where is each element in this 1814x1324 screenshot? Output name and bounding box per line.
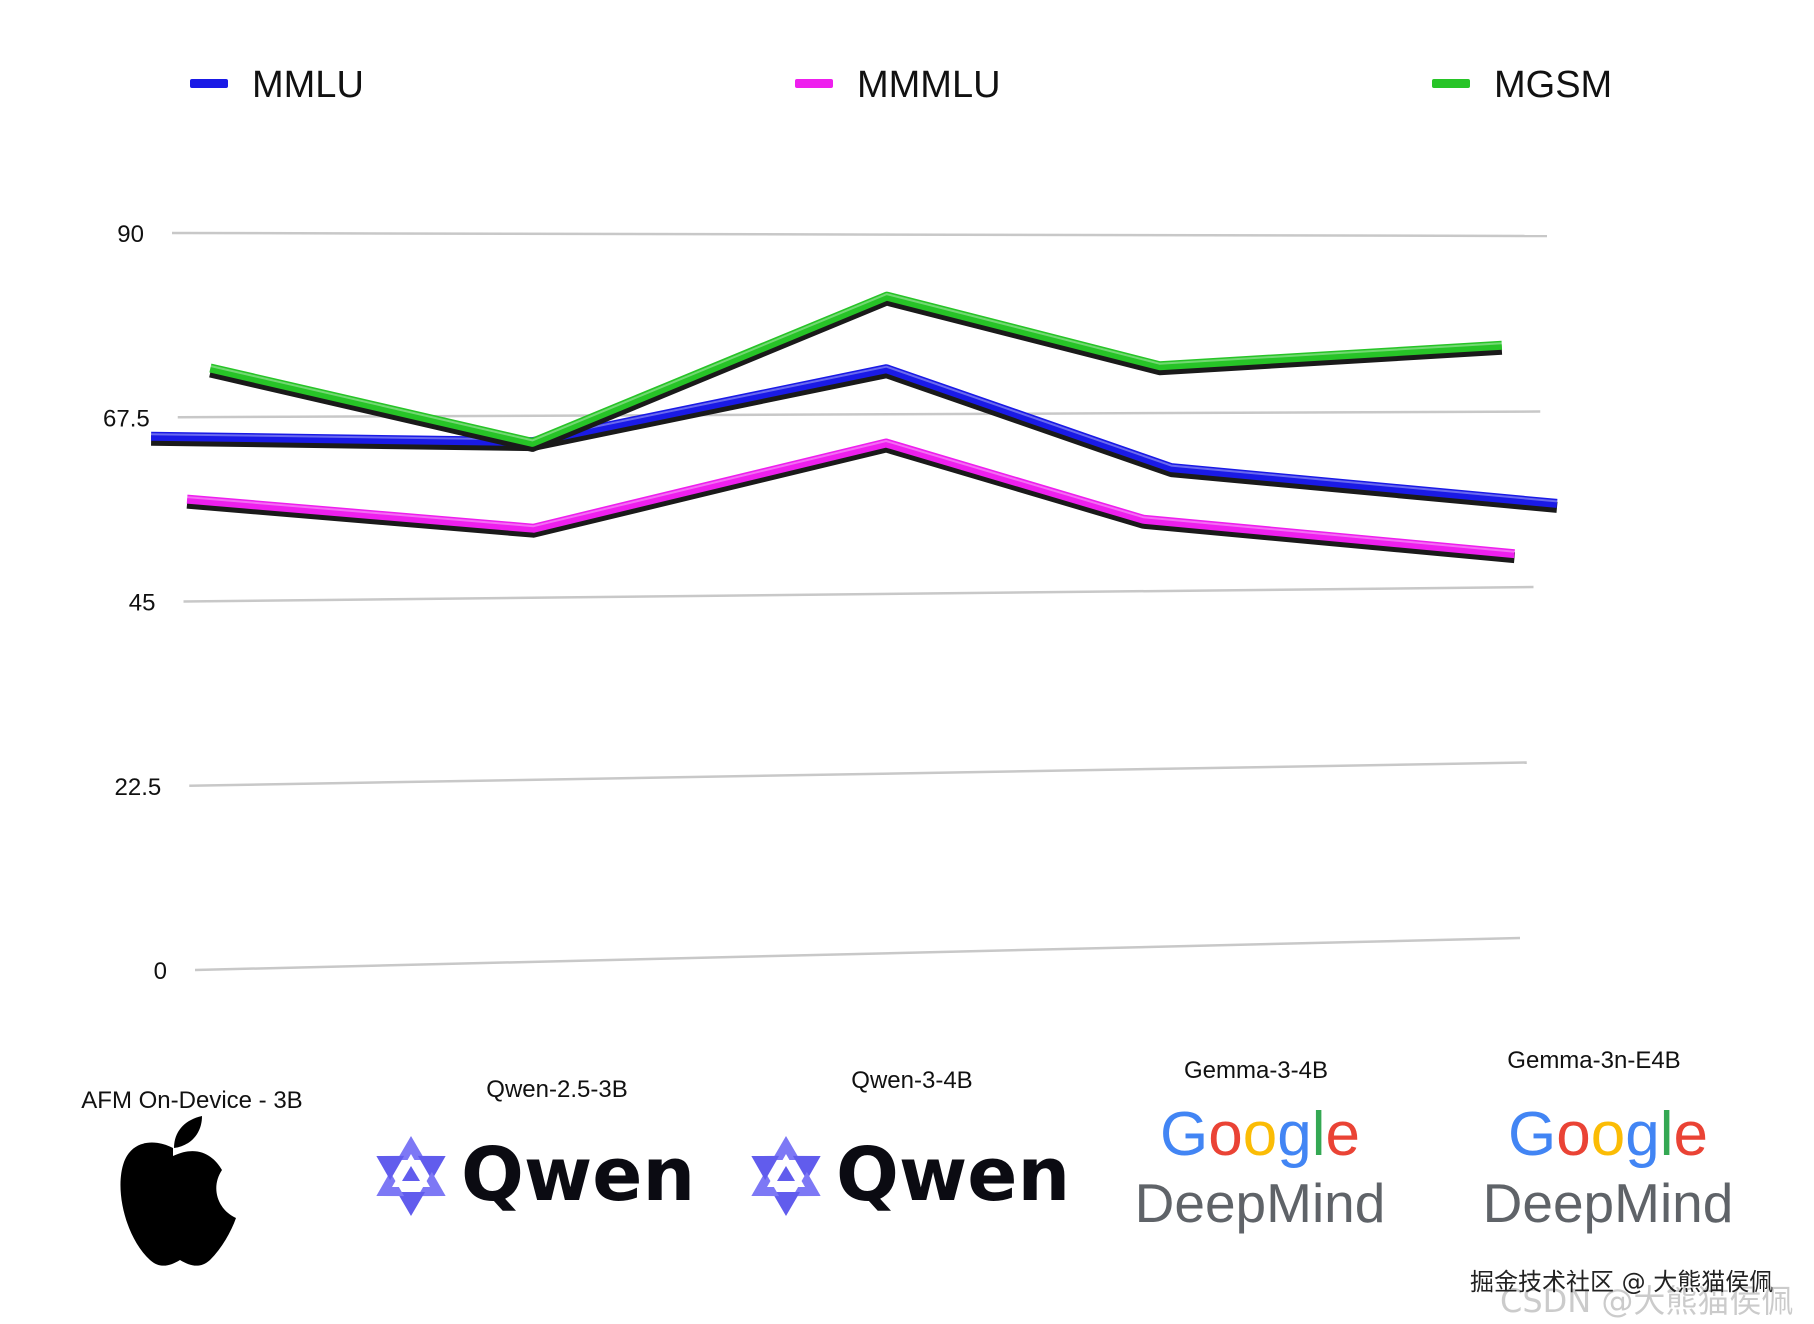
y-tick-label: 45 bbox=[129, 590, 156, 617]
series-highlight-mmlu bbox=[151, 365, 1558, 503]
gridline bbox=[183, 585, 1534, 603]
legend-swatch-mmlu bbox=[190, 79, 228, 88]
legend-swatch-mgsm bbox=[1432, 79, 1470, 88]
legend-label-mmlu: MMLU bbox=[252, 64, 364, 106]
google-letter: G bbox=[1160, 1100, 1208, 1169]
google-letter: g bbox=[1277, 1100, 1311, 1169]
google-letter: o bbox=[1208, 1100, 1242, 1169]
watermark-juejin: 掘金技术社区 @ 大熊猫侯佩 bbox=[1470, 1268, 1774, 1296]
legend-label-mmmlu: MMMLU bbox=[857, 64, 1001, 106]
google-letter: o bbox=[1591, 1100, 1625, 1169]
qwen-wordmark: Qwen bbox=[461, 1132, 695, 1218]
watermark-csdn: CSDN @大熊猫侯佩 bbox=[1500, 1282, 1794, 1320]
qwen-icon bbox=[751, 1136, 821, 1216]
google-letter: G bbox=[1508, 1100, 1556, 1169]
gridlines bbox=[171, 231, 1548, 972]
gridline bbox=[189, 761, 1527, 787]
series-highlight-mgsm bbox=[210, 293, 1502, 442]
x-category-label: Qwen-3-4B bbox=[851, 1067, 972, 1094]
qwen-icon-petal bbox=[417, 1171, 446, 1197]
x-category-label: Qwen-2.5-3B bbox=[486, 1076, 627, 1103]
apple-body bbox=[120, 1142, 236, 1266]
google-letter: e bbox=[1325, 1100, 1359, 1169]
qwen-icon-petal bbox=[397, 1136, 425, 1160]
google-wordmark: Google bbox=[1508, 1100, 1708, 1169]
y-tick-label: 90 bbox=[117, 221, 144, 248]
series-line-mmlu bbox=[151, 364, 1558, 508]
google-letter: l bbox=[1660, 1100, 1674, 1169]
y-tick-label: 0 bbox=[154, 958, 167, 985]
qwen-icon-petal bbox=[772, 1192, 800, 1216]
qwen-icon bbox=[376, 1136, 446, 1216]
google-letter: o bbox=[1243, 1100, 1277, 1169]
y-tick-label: 67.5 bbox=[103, 405, 150, 432]
series-highlight-mmmlu bbox=[187, 440, 1515, 553]
deepmind-wordmark: DeepMind bbox=[1135, 1172, 1386, 1234]
qwen-icon-petal bbox=[417, 1155, 446, 1181]
legend: MMLU MMMLU MGSM bbox=[190, 64, 1612, 106]
qwen-icon-petal bbox=[751, 1155, 780, 1181]
x-category-label: AFM On-Device - 3B bbox=[81, 1087, 302, 1114]
qwen-icon-center bbox=[402, 1166, 420, 1181]
series-shadow-mmmlu bbox=[186, 441, 1516, 564]
google-letter: o bbox=[1556, 1100, 1590, 1169]
legend-label-mgsm: MGSM bbox=[1494, 64, 1612, 106]
apple-leaf bbox=[174, 1116, 202, 1148]
y-axis-ticks: 0 22.5 45 67.5 90 bbox=[103, 221, 167, 985]
apple-icon bbox=[120, 1116, 261, 1266]
gridline bbox=[171, 231, 1548, 238]
qwen-icon-petal bbox=[792, 1171, 821, 1197]
legend-swatch-mmmlu bbox=[795, 79, 833, 88]
x-category-label: Gemma-3n-E4B bbox=[1507, 1047, 1680, 1074]
google-wordmark: Google bbox=[1160, 1100, 1360, 1169]
qwen-icon-petal bbox=[376, 1171, 405, 1197]
qwen-icon-petal bbox=[751, 1171, 780, 1197]
deepmind-wordmark: DeepMind bbox=[1483, 1172, 1734, 1234]
qwen-icon-petal bbox=[792, 1155, 821, 1181]
x-category-label: Gemma-3-4B bbox=[1184, 1057, 1328, 1084]
apple-bite bbox=[223, 1158, 261, 1214]
qwen-wordmark: Qwen bbox=[836, 1132, 1070, 1218]
google-letter: e bbox=[1673, 1100, 1707, 1169]
series-lines bbox=[151, 291, 1558, 564]
qwen-icon-petal bbox=[376, 1155, 405, 1181]
qwen-icon-petal bbox=[772, 1136, 800, 1160]
qwen-icon-petal bbox=[397, 1192, 425, 1216]
gridline bbox=[194, 936, 1521, 972]
qwen-icon-center bbox=[777, 1166, 795, 1181]
google-letter: g bbox=[1625, 1100, 1659, 1169]
google-letter: l bbox=[1312, 1100, 1326, 1169]
x-axis-categories: AFM On-Device - 3B Qwen-2.5-3B Qwen-3-4B Ge… bbox=[81, 1047, 1680, 1114]
y-tick-label: 22.5 bbox=[115, 774, 162, 801]
